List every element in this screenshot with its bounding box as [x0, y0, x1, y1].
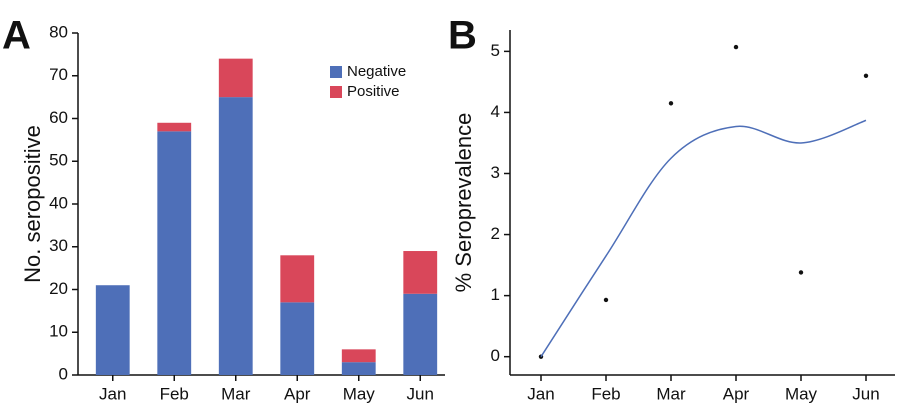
data-point	[863, 73, 869, 78]
legend-label: Negative	[347, 63, 406, 80]
y-tick-label: 70	[49, 65, 68, 84]
x-tick-label: Mar	[221, 384, 251, 403]
x-tick-label: Jan	[99, 384, 126, 403]
panel-label: B	[448, 14, 477, 58]
y-tick-label: 5	[491, 41, 500, 60]
bar-segment	[341, 362, 376, 375]
legend-swatch	[330, 86, 342, 98]
x-tick-label: May	[785, 384, 818, 403]
y-tick-label: 30	[49, 236, 68, 255]
legend-label: Positive	[347, 83, 400, 100]
bar-segment	[403, 251, 438, 294]
x-tick-label: Feb	[160, 384, 189, 403]
x-tick-label: Jan	[527, 384, 554, 403]
y-tick-label: 40	[49, 193, 68, 212]
bar-segment	[280, 255, 315, 303]
legend-swatch	[330, 66, 342, 78]
bar-segment	[157, 131, 192, 375]
y-tick-label: 4	[491, 102, 500, 121]
y-axis-title: % Seroprevalence	[451, 113, 476, 293]
data-point	[733, 44, 739, 50]
y-tick-label: 60	[49, 108, 68, 127]
data-point	[798, 270, 804, 275]
x-tick-label: Apr	[284, 384, 311, 403]
bar-segment	[403, 293, 438, 375]
x-tick-label: Apr	[723, 384, 750, 403]
y-tick-label: 1	[491, 285, 500, 304]
y-axis-title: No. seropositive	[20, 125, 45, 283]
x-tick-label: Jun	[852, 384, 879, 403]
x-tick-label: Mar	[656, 384, 686, 403]
y-tick-label: 10	[49, 322, 68, 341]
data-point	[603, 297, 609, 303]
y-tick-label: 0	[491, 346, 500, 365]
bar-segment	[157, 122, 192, 132]
panel-label: A	[2, 14, 31, 58]
bar-segment	[280, 302, 315, 375]
trend-line	[540, 119, 867, 358]
y-tick-label: 0	[59, 364, 68, 383]
y-tick-label: 2	[491, 224, 500, 243]
data-point	[668, 101, 674, 106]
bar-segment	[341, 349, 376, 363]
y-tick-label: 20	[49, 279, 68, 298]
y-tick-label: 3	[491, 163, 500, 182]
y-tick-label: 50	[49, 151, 68, 170]
bar-segment	[95, 285, 130, 375]
bar-segment	[218, 58, 253, 98]
x-tick-label: Feb	[591, 384, 620, 403]
x-tick-label: Jun	[407, 384, 434, 403]
bar-segment	[218, 97, 253, 375]
x-tick-label: May	[343, 384, 376, 403]
y-tick-label: 80	[49, 22, 68, 41]
